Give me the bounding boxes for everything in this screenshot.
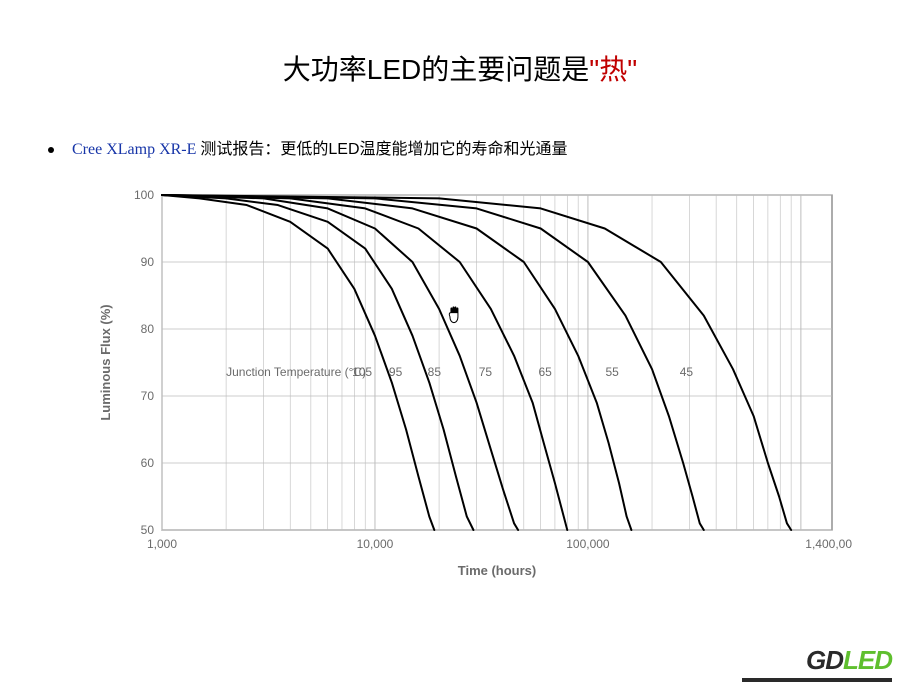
svg-text:65: 65: [539, 365, 553, 379]
bullet-line: Cree XLamp XR-E 测试报告：更低的LED温度能增加它的寿命和光通量: [48, 135, 568, 159]
svg-text:95: 95: [389, 365, 403, 379]
svg-text:100: 100: [134, 188, 154, 202]
svg-text:60: 60: [141, 456, 155, 470]
svg-text:70: 70: [141, 389, 155, 403]
slide-title: 大功率LED的主要问题是"热": [0, 48, 920, 88]
svg-text:100,000: 100,000: [566, 537, 610, 551]
bullet-lead: Cree XLamp XR-E: [72, 141, 200, 158]
cursor-hand-icon: [449, 307, 458, 323]
title-hot-open: ": [589, 54, 599, 85]
slide-root: 大功率LED的主要问题是"热" Cree XLamp XR-E 测试报告：更低的…: [0, 0, 920, 690]
svg-text:80: 80: [141, 322, 155, 336]
chart-svg: 50 60 70 80 90 100 1,000 10,000 100,000 1,400,000…: [92, 175, 852, 585]
logo-underline: [742, 678, 892, 682]
svg-text:10,000: 10,000: [357, 537, 394, 551]
svg-text:50: 50: [141, 523, 155, 537]
luminous-flux-chart: 50 60 70 80 90 100 1,000 10,000 100,000 1,400,000…: [92, 175, 852, 585]
bullet-rest: 测试报告：更低的LED温度能增加它的寿命和光通量: [200, 141, 567, 158]
logo-led: LED: [843, 645, 892, 675]
svg-text:55: 55: [606, 365, 620, 379]
brand-logo: GDLED: [806, 645, 892, 676]
title-hot-close: ": [627, 54, 637, 85]
svg-text:105: 105: [352, 365, 372, 379]
svg-text:75: 75: [479, 365, 493, 379]
svg-text:90: 90: [141, 255, 155, 269]
svg-text:1,400,000: 1,400,000: [805, 537, 852, 551]
svg-text:1,000: 1,000: [147, 537, 177, 551]
svg-text:Time (hours): Time (hours): [458, 563, 537, 578]
svg-text:Luminous Flux (%): Luminous Flux (%): [98, 304, 113, 420]
title-hot-word: 热: [599, 54, 627, 85]
svg-text:45: 45: [680, 365, 694, 379]
logo-gd: GD: [806, 645, 843, 675]
svg-text:85: 85: [428, 365, 442, 379]
title-prefix: 大功率LED的主要问题是: [283, 54, 589, 85]
svg-text:Junction Temperature (°C): Junction Temperature (°C): [226, 365, 366, 379]
bullet-dot-icon: [48, 147, 54, 153]
